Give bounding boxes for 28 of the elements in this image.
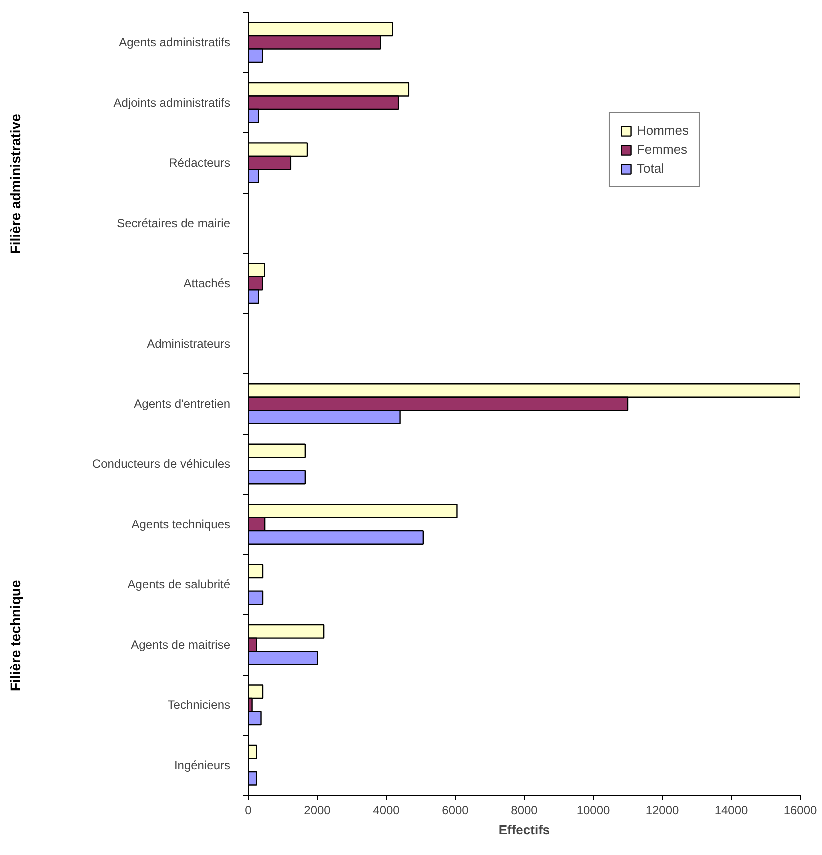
y-tick-label: Agents techniques <box>132 517 231 532</box>
text: Filière administrative <box>8 114 24 254</box>
text: Filière technique <box>8 580 24 692</box>
y-tick-label: Techniciens <box>168 698 230 712</box>
x-tick-label: 4000 <box>373 804 400 818</box>
y-tick-label: Attachés <box>184 276 231 291</box>
x-tick-label: 14000 <box>714 804 749 818</box>
x-tick-label: 2000 <box>304 804 332 818</box>
y-tick-label: Conducteurs de véhicules <box>92 457 231 472</box>
x-tick-label: 8000 <box>511 804 538 818</box>
y-tick-label: Administrateurs <box>147 336 231 351</box>
y-tick-label: Agents administratifs <box>119 36 231 50</box>
y-tick-label: Agents de salubrité <box>128 578 231 592</box>
y-tick-label: Adjoints administratifs <box>114 96 231 110</box>
y-tick-label: Secrétaires de mairie <box>117 216 231 230</box>
x-axis-title: Effectifs <box>498 822 550 838</box>
y-tick-label: Ingénieurs <box>174 758 231 772</box>
y-tick-label: Rédacteurs <box>169 156 231 170</box>
legend-label: Femmes <box>636 142 688 157</box>
legend-label: Total <box>636 161 664 176</box>
legend-label: Hommes <box>636 123 689 138</box>
x-tick-label: 6000 <box>442 804 470 818</box>
x-tick-label: 10000 <box>576 804 611 818</box>
y-tick-label: Agents d'entretien <box>134 397 230 411</box>
x-tick-label: 12000 <box>646 804 680 818</box>
x-tick-label: 0 <box>245 804 252 818</box>
x-tick-label: 16000 <box>784 804 818 818</box>
y-tick-label: Agents de maitrise <box>131 638 231 652</box>
